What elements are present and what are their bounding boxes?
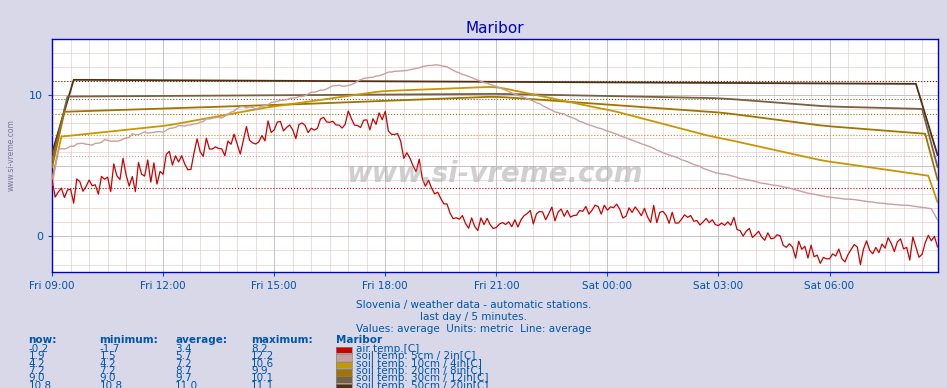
- Text: 7.2: 7.2: [28, 366, 45, 376]
- Text: 1.9: 1.9: [28, 351, 45, 361]
- Text: 5.7: 5.7: [175, 351, 192, 361]
- Text: Values: average  Units: metric  Line: average: Values: average Units: metric Line: aver…: [356, 324, 591, 334]
- Text: Slovenia / weather data - automatic stations.: Slovenia / weather data - automatic stat…: [356, 300, 591, 310]
- Text: 4.2: 4.2: [28, 359, 45, 369]
- Text: 9.0: 9.0: [99, 373, 116, 383]
- Text: soil temp. 50cm / 20in[C]: soil temp. 50cm / 20in[C]: [356, 381, 489, 388]
- Text: 11.1: 11.1: [251, 381, 275, 388]
- Text: 9.7: 9.7: [175, 373, 192, 383]
- Text: www.si-vreme.com: www.si-vreme.com: [347, 160, 643, 188]
- Text: 8.2: 8.2: [251, 344, 268, 354]
- Text: -1.7: -1.7: [99, 344, 120, 354]
- Text: soil temp. 30cm / 12in[C]: soil temp. 30cm / 12in[C]: [356, 373, 489, 383]
- Text: maximum:: maximum:: [251, 335, 313, 345]
- Text: air temp.[C]: air temp.[C]: [356, 344, 420, 354]
- Text: 1.5: 1.5: [99, 351, 116, 361]
- Text: 10.8: 10.8: [99, 381, 122, 388]
- Text: 8.7: 8.7: [175, 366, 192, 376]
- Text: 7.2: 7.2: [175, 359, 192, 369]
- Text: 9.9: 9.9: [251, 366, 268, 376]
- Text: -0.2: -0.2: [28, 344, 48, 354]
- Text: 3.4: 3.4: [175, 344, 192, 354]
- Text: Maribor: Maribor: [336, 335, 383, 345]
- Text: 9.0: 9.0: [28, 373, 45, 383]
- Text: 12.2: 12.2: [251, 351, 275, 361]
- Text: average:: average:: [175, 335, 227, 345]
- Text: soil temp. 10cm / 4in[C]: soil temp. 10cm / 4in[C]: [356, 359, 482, 369]
- Text: soil temp. 5cm / 2in[C]: soil temp. 5cm / 2in[C]: [356, 351, 475, 361]
- Text: 11.0: 11.0: [175, 381, 198, 388]
- Text: 4.2: 4.2: [99, 359, 116, 369]
- Text: 10.8: 10.8: [28, 381, 51, 388]
- Title: Maribor: Maribor: [466, 21, 524, 36]
- Text: www.si-vreme.com: www.si-vreme.com: [7, 119, 16, 191]
- Text: last day / 5 minutes.: last day / 5 minutes.: [420, 312, 527, 322]
- Text: minimum:: minimum:: [99, 335, 158, 345]
- Text: soil temp. 20cm / 8in[C]: soil temp. 20cm / 8in[C]: [356, 366, 482, 376]
- Text: now:: now:: [28, 335, 57, 345]
- Text: 7.2: 7.2: [99, 366, 116, 376]
- Text: 10.6: 10.6: [251, 359, 274, 369]
- Text: 10.1: 10.1: [251, 373, 274, 383]
